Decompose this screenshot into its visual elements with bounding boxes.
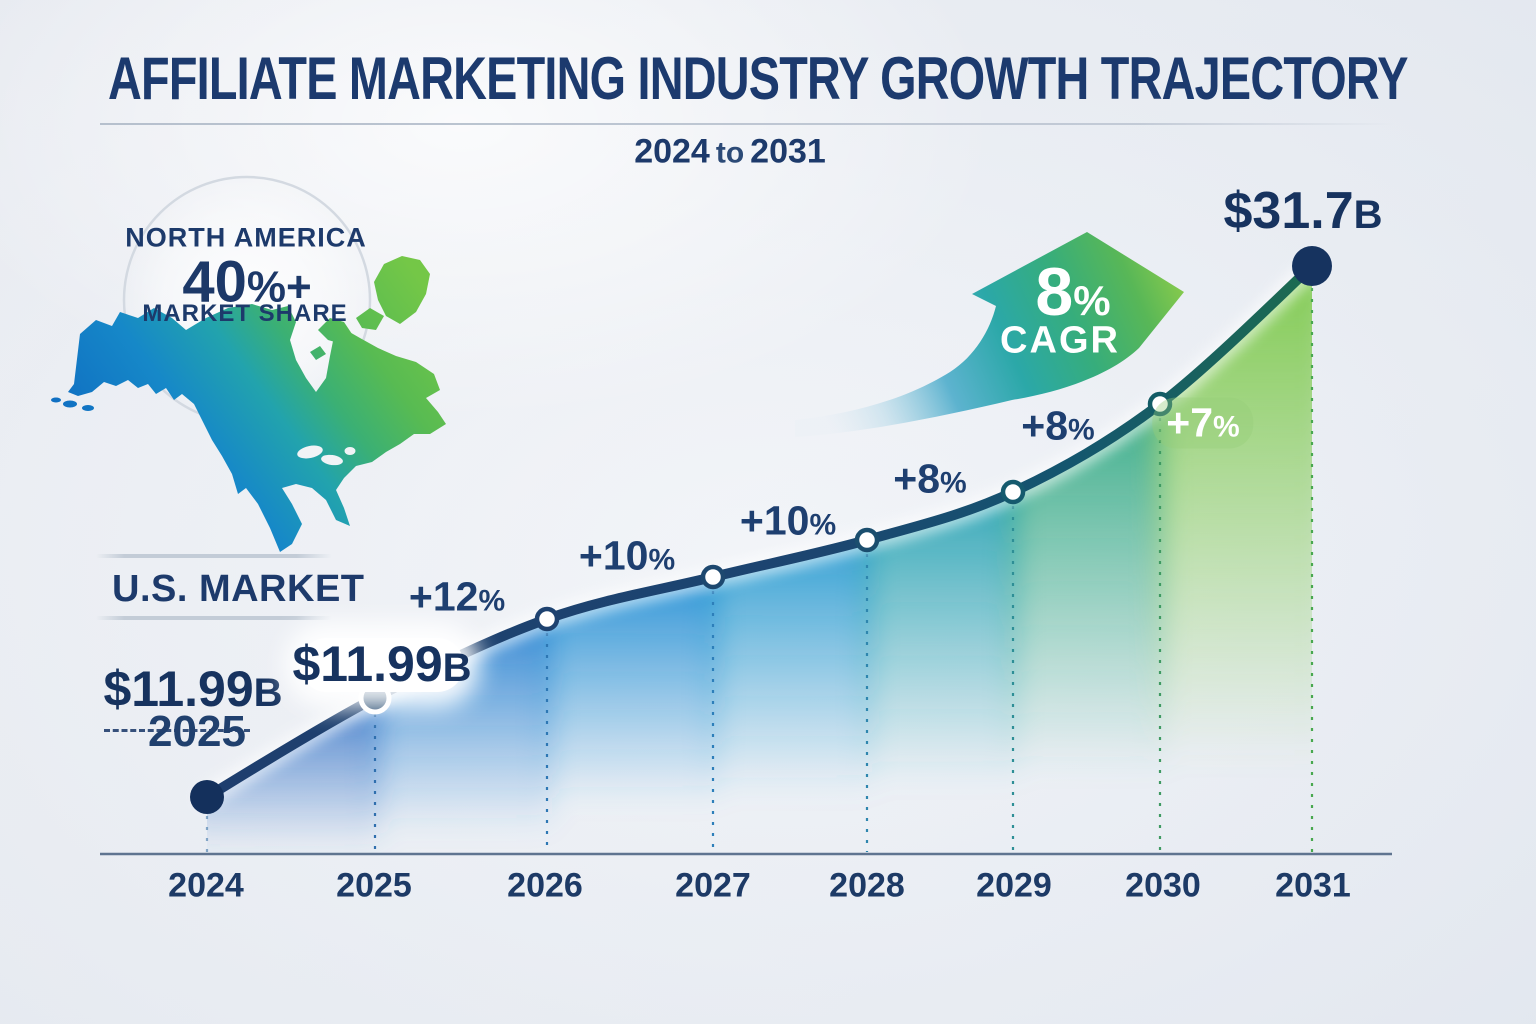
value: +10 [578,532,649,579]
x-tick-2026: 2026 [507,866,583,905]
value: +10 [739,497,810,544]
region-badge-caption: MARKET SHARE [142,300,348,327]
us-market-divider-bottom [96,616,332,620]
value: +7 [1166,399,1214,446]
data-points [190,246,1332,814]
value: +12 [408,573,479,620]
x-tick-2024: 2024 [168,866,244,905]
growth-label-2030-2031: +7% [1152,397,1254,449]
us-market-year: 2025 [148,707,246,756]
amount: $31.7 [1223,182,1354,240]
us-market-divider-top [96,554,332,558]
value: +8 [893,455,941,502]
amount: $11.99 [292,636,443,692]
growth-label-2026-2027: +10% [579,533,675,580]
suffix: % [478,584,506,618]
cagr-arrow [795,232,1184,437]
x-tick-2031: 2031 [1275,866,1351,905]
x-tick-2028: 2028 [829,866,905,905]
callout-2025-value: $11.99B [292,635,471,693]
north-america-map [51,175,446,552]
growth-label-2029-2030: +8% [1021,403,1094,450]
point-2031 [1292,246,1332,286]
suffix: % [1068,413,1095,447]
point-2029 [1000,479,1026,505]
value: +8 [1021,402,1069,449]
x-tick-2030: 2030 [1125,866,1201,905]
subtitle-from: 2024 [634,132,710,171]
cagr-label: CAGR [1000,319,1120,362]
title-divider [100,123,1395,125]
point-2030 [1147,391,1173,417]
subtitle-to: 2031 [750,132,826,171]
region-badge-title: NORTH AMERICA [125,222,367,253]
amount: $11.99 [103,661,254,717]
suffix: % [809,508,837,542]
point-2028 [854,527,880,553]
callout-2025-pill [300,638,464,692]
x-tick-2027: 2027 [675,866,751,905]
year-strikethrough-line [104,729,250,732]
value: 8 [1035,254,1074,330]
region-badge-share: 40%+ [182,249,311,316]
unit: B [253,671,283,715]
growth-label-2027-2028: +10% [740,498,836,545]
year-droplines [205,288,1314,852]
growth-label-2025-2026: +12% [409,574,505,621]
point-2024 [190,780,224,814]
x-tick-2025: 2025 [336,866,412,905]
share-suffix: %+ [246,262,312,312]
point-2027 [700,564,726,590]
suffix: % [1073,277,1111,324]
unit: B [1353,193,1383,237]
unit: B [442,646,472,690]
subtitle: 2024 to 2031 [634,133,826,172]
suffix: % [648,543,676,577]
subtitle-connector: to [715,136,745,170]
growth-label-2028-2029: +8% [893,456,966,503]
cagr-value: 8% [1035,253,1110,331]
us-market-heading: U.S. MARKET [112,568,365,610]
suffix: % [1213,410,1240,444]
suffix: % [940,466,967,500]
x-tick-2029: 2029 [976,866,1052,905]
point-2026 [534,606,560,632]
page-title: AFFILIATE MARKETING INDUSTRY GROWTH TRAJ… [108,45,1408,112]
share-value: 40 [182,249,247,315]
us-market-value-2025: $11.99B [103,660,282,718]
callout-2031-value: $31.7B [1223,181,1382,241]
